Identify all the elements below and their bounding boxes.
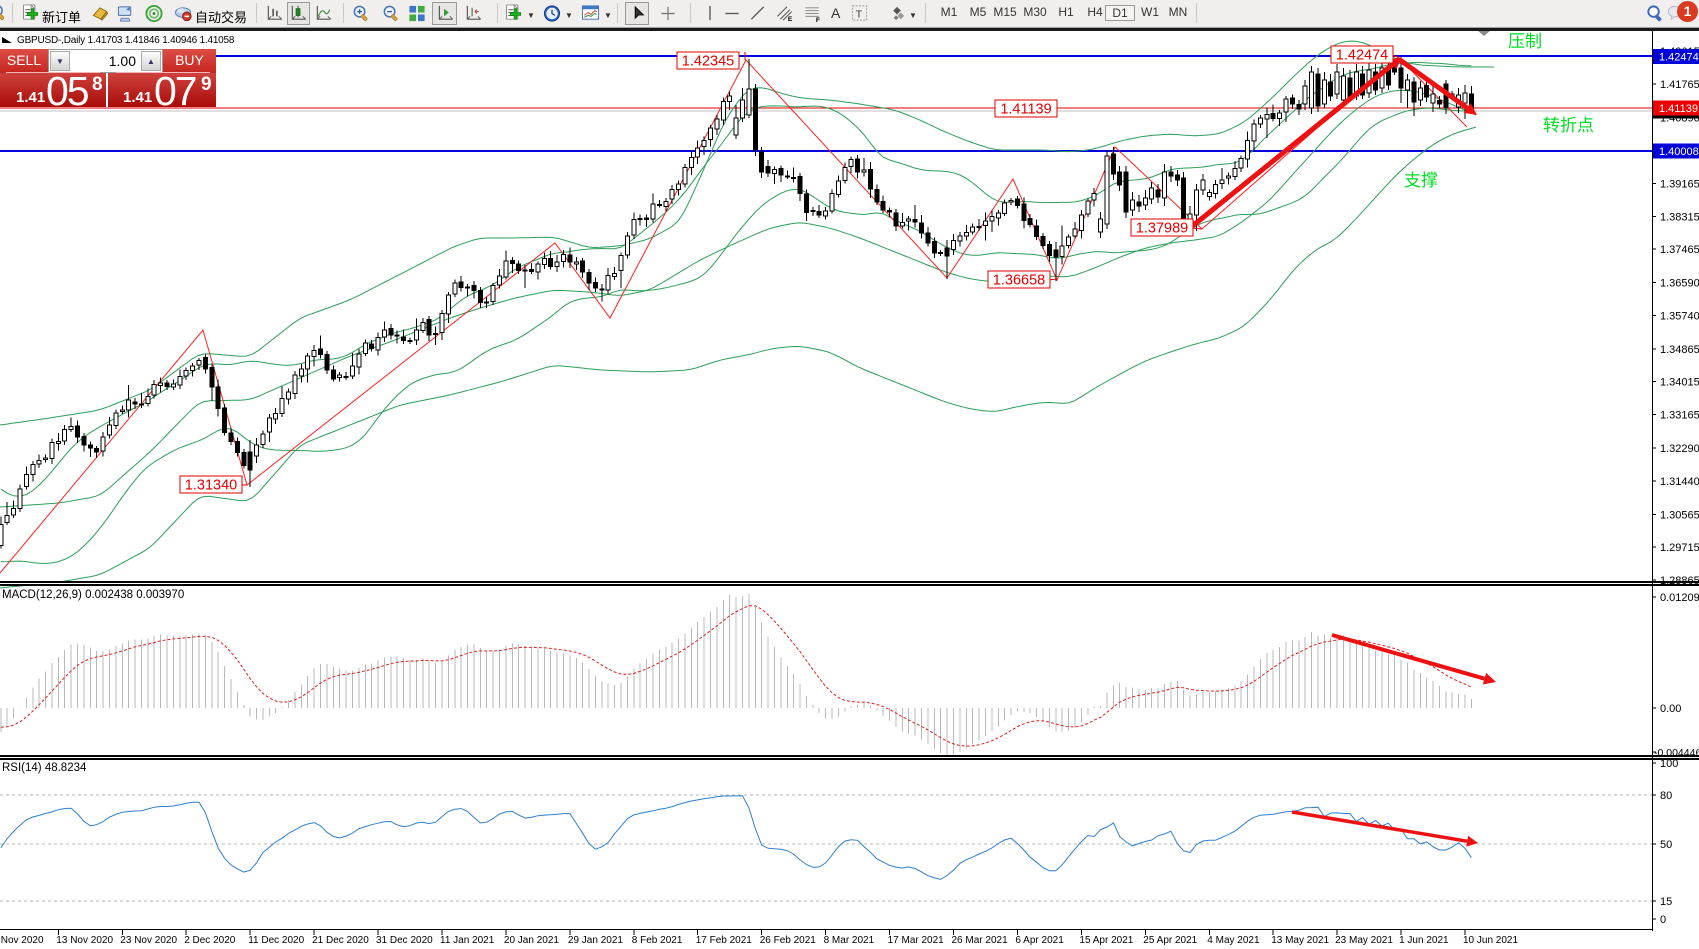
svg-text:20 Jan 2021: 20 Jan 2021 [504, 935, 559, 946]
svg-text:1 Jun 2021: 1 Jun 2021 [1399, 935, 1449, 946]
svg-text:11 Dec 2020: 11 Dec 2020 [248, 935, 304, 946]
svg-text:压制: 压制 [1508, 32, 1542, 51]
svg-text:1.37465: 1.37465 [1660, 244, 1699, 256]
svg-text:1.32290: 1.32290 [1660, 443, 1699, 455]
svg-text:0: 0 [1660, 914, 1666, 926]
svg-text:1.42345: 1.42345 [682, 54, 734, 70]
svg-text:21 Dec 2020: 21 Dec 2020 [312, 935, 369, 946]
svg-text:E: E [788, 16, 793, 23]
svg-text:RSI(14) 48.8234: RSI(14) 48.8234 [2, 762, 87, 774]
svg-text:4 May 2021: 4 May 2021 [1207, 935, 1260, 946]
svg-text:1.36590: 1.36590 [1660, 278, 1699, 290]
svg-text:26 Mar 2021: 26 Mar 2021 [952, 935, 1009, 946]
svg-text:17 Mar 2021: 17 Mar 2021 [888, 935, 945, 946]
svg-text:26 Feb 2021: 26 Feb 2021 [760, 935, 817, 946]
svg-text:31 Dec 2020: 31 Dec 2020 [376, 935, 433, 946]
svg-text:100: 100 [1660, 758, 1678, 770]
svg-text:1.31440: 1.31440 [1660, 476, 1699, 488]
svg-text:1.31340: 1.31340 [185, 478, 237, 494]
svg-text:25 Apr 2021: 25 Apr 2021 [1143, 935, 1197, 946]
svg-text:1.41139: 1.41139 [1000, 102, 1051, 118]
svg-text:支撑: 支撑 [1404, 171, 1438, 190]
svg-text:0.00: 0.00 [1660, 703, 1681, 715]
svg-text:1.41765: 1.41765 [1660, 79, 1699, 91]
svg-text:1.36658: 1.36658 [993, 273, 1045, 289]
svg-text:13 May 2021: 13 May 2021 [1271, 935, 1329, 946]
svg-text:转折点: 转折点 [1543, 116, 1594, 135]
svg-text:13 Nov 2020: 13 Nov 2020 [56, 935, 113, 946]
svg-text:50: 50 [1660, 839, 1672, 851]
svg-text:1.35740: 1.35740 [1660, 310, 1699, 322]
svg-text:1.42474: 1.42474 [1659, 52, 1699, 64]
svg-text:80: 80 [1660, 790, 1672, 802]
svg-text:F: F [816, 17, 820, 23]
svg-text:5 Nov 2020: 5 Nov 2020 [0, 935, 44, 946]
svg-text:1.40008: 1.40008 [1659, 146, 1699, 158]
svg-text:15: 15 [1660, 896, 1672, 908]
svg-text:T: T [856, 9, 863, 20]
svg-text:15 Apr 2021: 15 Apr 2021 [1079, 935, 1133, 946]
svg-text:8 Feb 2021: 8 Feb 2021 [632, 935, 683, 946]
svg-text:1.28865: 1.28865 [1660, 575, 1699, 587]
svg-text:17 Feb 2021: 17 Feb 2021 [696, 935, 753, 946]
svg-text:1.34865: 1.34865 [1660, 344, 1699, 356]
svg-text:23 Nov 2020: 23 Nov 2020 [120, 935, 177, 946]
svg-text:1.29715: 1.29715 [1660, 542, 1699, 554]
svg-text:1.42474: 1.42474 [1336, 48, 1388, 64]
svg-text:1.41139: 1.41139 [1659, 103, 1698, 115]
svg-text:8 Mar 2021: 8 Mar 2021 [824, 935, 875, 946]
svg-text:23 May 2021: 23 May 2021 [1335, 935, 1393, 946]
svg-text:6 Apr 2021: 6 Apr 2021 [1015, 935, 1064, 946]
svg-text:1.37989: 1.37989 [1136, 221, 1188, 237]
svg-text:0.01209: 0.01209 [1660, 592, 1699, 604]
svg-text:2 Dec 2020: 2 Dec 2020 [184, 935, 236, 946]
svg-text:GBPUSD-,Daily 1.41703 1.41846: GBPUSD-,Daily 1.41703 1.41846 1.40946 1.… [17, 35, 235, 46]
svg-text:1.34015: 1.34015 [1660, 377, 1699, 389]
svg-text:1.38315: 1.38315 [1660, 211, 1699, 223]
svg-text:10 Jun 2021: 10 Jun 2021 [1463, 935, 1518, 946]
svg-text:1.39165: 1.39165 [1660, 179, 1699, 191]
svg-text:29 Jan 2021: 29 Jan 2021 [568, 935, 623, 946]
svg-text:1.33165: 1.33165 [1660, 409, 1699, 421]
svg-text:11 Jan 2021: 11 Jan 2021 [440, 935, 495, 946]
svg-text:-0.004446: -0.004446 [1654, 747, 1699, 759]
svg-text:1.30565: 1.30565 [1660, 509, 1699, 521]
svg-text:MACD(12,26,9) 0.002438 0.00397: MACD(12,26,9) 0.002438 0.003970 [2, 589, 184, 601]
